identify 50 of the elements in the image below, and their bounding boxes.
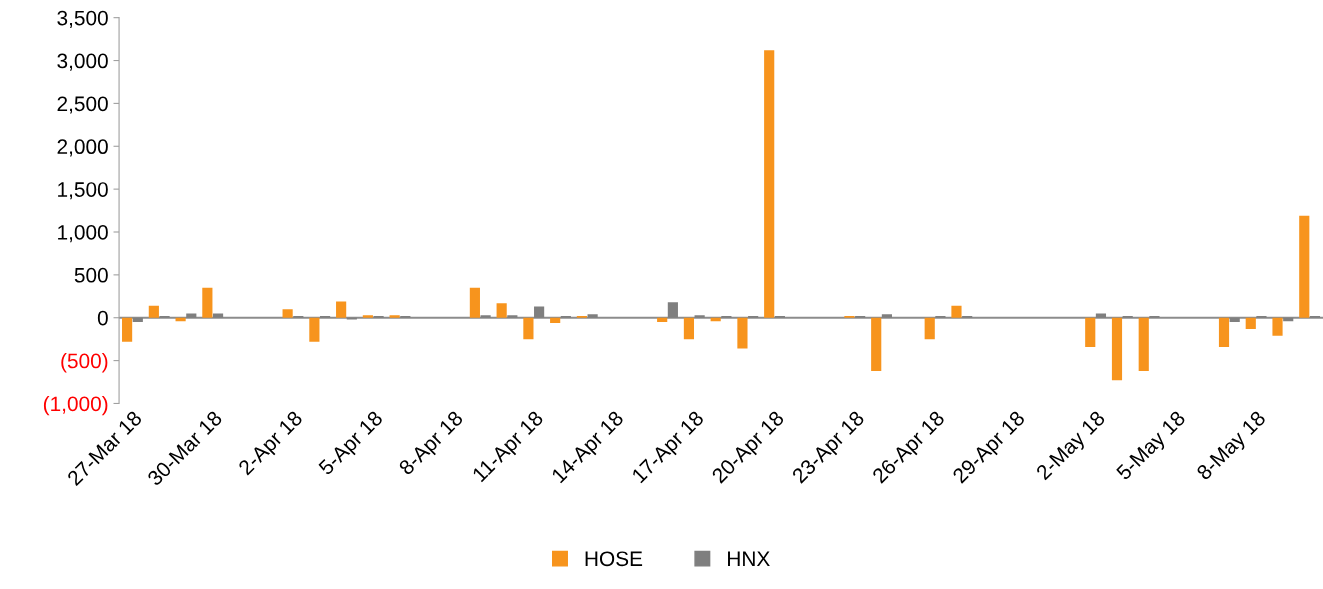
bar xyxy=(480,315,491,318)
bar xyxy=(389,315,400,318)
bar xyxy=(362,315,373,318)
bar xyxy=(881,314,892,318)
y-tick-label: 2,500 xyxy=(57,96,108,114)
bar xyxy=(1095,313,1107,318)
bar xyxy=(309,317,320,342)
bar xyxy=(1299,215,1310,318)
bar xyxy=(202,287,213,318)
bar xyxy=(694,315,705,318)
bar xyxy=(507,315,518,318)
y-tick-label: (1,000) xyxy=(43,395,108,416)
bar xyxy=(1111,317,1123,381)
bar xyxy=(924,317,935,340)
bar xyxy=(148,305,159,318)
bar xyxy=(587,314,598,318)
legend-label: HNX xyxy=(728,551,770,566)
bar xyxy=(667,302,678,318)
y-tick-label: (500) xyxy=(61,353,108,373)
bar xyxy=(523,317,534,340)
bar xyxy=(550,317,561,323)
y-tick-label: 3,000 xyxy=(57,53,108,71)
bar xyxy=(737,317,748,349)
bar xyxy=(1085,317,1096,347)
bar xyxy=(186,313,197,318)
bar xyxy=(534,306,545,318)
bar xyxy=(1272,317,1283,336)
y-tick-label: 500 xyxy=(74,267,108,283)
bar xyxy=(1138,317,1149,371)
bar xyxy=(496,303,507,318)
bar xyxy=(657,317,668,323)
bar xyxy=(764,50,775,318)
bar xyxy=(469,287,480,318)
y-tick-label: 1,000 xyxy=(58,225,108,243)
bar xyxy=(871,317,882,371)
bar xyxy=(212,313,224,318)
bar xyxy=(132,317,143,323)
bar xyxy=(336,301,347,318)
bar xyxy=(1229,317,1240,323)
legend-label: HOSE xyxy=(585,551,643,567)
bar xyxy=(1245,317,1256,329)
y-tick-label: 0 xyxy=(97,310,108,326)
y-tick-label: 1,500 xyxy=(58,182,108,200)
y-tick-label: 3,500 xyxy=(57,10,108,28)
y-tick-label: 2,000 xyxy=(57,139,108,157)
bar xyxy=(122,317,133,342)
bar xyxy=(1218,317,1230,347)
bar xyxy=(951,305,962,318)
bar xyxy=(683,317,695,340)
bar xyxy=(282,309,293,318)
